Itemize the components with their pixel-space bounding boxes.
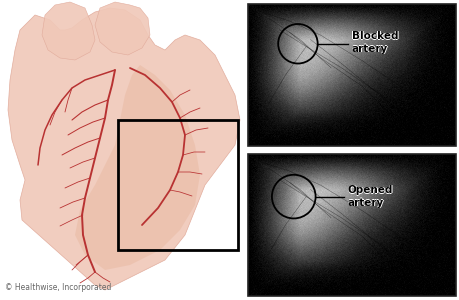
Text: Opened
artery: Opened artery: [347, 185, 392, 208]
Text: Blocked
artery: Blocked artery: [352, 31, 398, 53]
Text: Opened
artery: Opened artery: [347, 185, 392, 208]
Polygon shape: [42, 2, 95, 60]
Text: Opened
artery: Opened artery: [347, 185, 393, 208]
Text: Opened
artery: Opened artery: [347, 186, 392, 208]
Bar: [247, 154, 455, 296]
Text: Blocked
artery: Blocked artery: [351, 31, 397, 53]
Text: © Healthwise, Incorporated: © Healthwise, Incorporated: [5, 283, 111, 292]
Text: Blocked
artery: Blocked artery: [351, 32, 397, 54]
Bar: [118, 120, 237, 250]
Bar: [247, 4, 455, 146]
Text: Blocked
artery: Blocked artery: [351, 31, 397, 53]
Polygon shape: [75, 65, 200, 270]
Polygon shape: [8, 8, 240, 290]
Text: Opened
artery: Opened artery: [347, 185, 392, 207]
Text: Blocked
artery: Blocked artery: [351, 31, 397, 53]
Polygon shape: [95, 2, 150, 55]
